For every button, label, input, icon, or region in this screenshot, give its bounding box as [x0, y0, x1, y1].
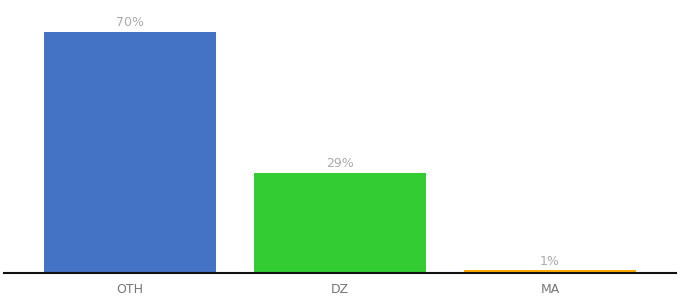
Text: 29%: 29% [326, 158, 354, 170]
Bar [464, 270, 636, 273]
Text: 70%: 70% [116, 16, 144, 29]
Text: 1%: 1% [540, 255, 560, 268]
Bar [254, 173, 426, 273]
Bar [44, 32, 216, 273]
